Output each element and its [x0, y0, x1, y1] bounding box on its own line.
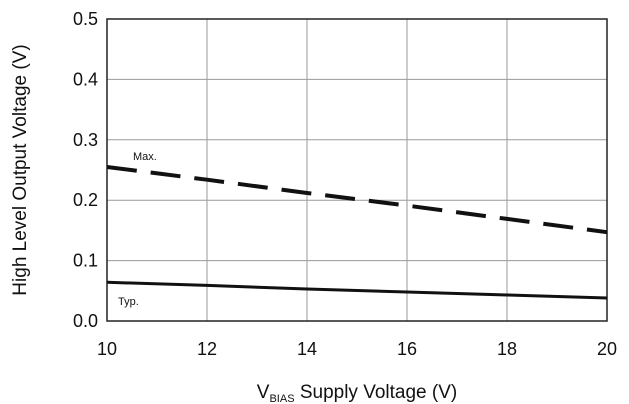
y-tick-labels: 0.0 0.1 0.2 0.3 0.4 0.5 — [73, 9, 98, 331]
y-tick-label-3: 0.3 — [73, 130, 98, 150]
x-tick-label-2: 14 — [297, 339, 317, 359]
series-line-max — [106, 165, 608, 235]
series-line-typ — [106, 280, 608, 300]
series-group — [106, 165, 608, 300]
series-label-max: Max. — [133, 151, 157, 163]
y-tick-label-5: 0.5 — [73, 9, 98, 29]
x-tick-label-3: 16 — [397, 339, 417, 359]
plot-frame — [106, 18, 608, 322]
x-tick-label-0: 10 — [97, 339, 117, 359]
grid — [106, 18, 608, 322]
x-tick-label-5: 20 — [597, 339, 617, 359]
x-tick-label-1: 12 — [197, 339, 217, 359]
x-tick-label-4: 18 — [497, 339, 517, 359]
y-tick-label-0: 0.0 — [73, 311, 98, 331]
x-axis-title: VBIAS Supply Voltage (V) — [257, 382, 457, 404]
y-tick-label-4: 0.4 — [73, 69, 98, 89]
y-tick-label-1: 0.1 — [73, 251, 98, 271]
y-tick-label-2: 0.2 — [73, 190, 98, 210]
x-tick-labels: 10 12 14 16 18 20 — [97, 339, 617, 359]
y-axis-title: High Level Output Voltage (V) — [10, 44, 31, 295]
series-label-typ: Typ. — [118, 296, 139, 308]
